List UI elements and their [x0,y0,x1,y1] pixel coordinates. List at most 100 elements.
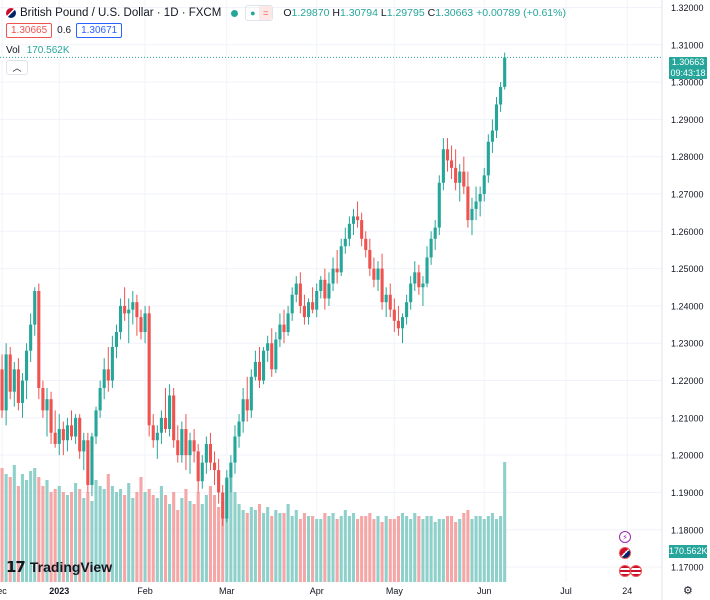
symbol-title[interactable]: British Pound / U.S. Dollar · 1D · FXCM [20,7,222,19]
candle-body [466,186,470,221]
candle-body [351,216,356,224]
uk-flag-icon [6,8,16,18]
candle-body [204,443,208,463]
candle-body [356,216,360,221]
time-tick-label: 24 [622,586,632,596]
candle-body [482,175,486,194]
sell-button[interactable]: 1.30665 [6,23,53,38]
volume-bar [192,504,196,582]
candle-body [343,238,347,247]
candle-body [225,477,229,519]
volume-tag: 170.562K [669,545,708,558]
price-axis[interactable]: 1.32000 1.31000 1.30000 1.29000 1.28000 1.270… [671,3,704,573]
volume-bar [0,468,4,582]
buy-button[interactable]: 1.30671 [76,23,123,38]
time-tick-label: 2023 [49,586,69,596]
volume-bar [458,519,462,582]
volume-bar [204,495,208,582]
candle-body [147,313,151,426]
candle-body [102,369,106,388]
time-tick-label: Jun [477,586,492,596]
volume-bar [217,507,221,582]
volume-bar [229,471,233,582]
lightning-icon[interactable]: ⚡ [619,531,631,543]
candle-body [315,291,319,310]
change-value: +0.00789 (+0.61%) [476,7,566,19]
volume-bar [306,516,311,582]
volume-bar [388,519,392,582]
bid-ask-row: 1.30665 0.6 1.30671 [6,23,123,38]
tradingview-logo[interactable]: 𝟭𝟳 TradingView [6,558,112,576]
volume-bar [437,519,441,582]
settings-gear-icon[interactable]: ⚙ [683,585,693,597]
price-tick-label: 1.27000 [671,190,704,200]
time-axis[interactable]: ec 2023 Feb Mar Apr May Jun Jul 24 [0,586,632,596]
grid-lines [0,0,663,600]
volume-bar [490,513,494,582]
candle-body [29,324,33,351]
candle-body [25,350,29,381]
volume-bar [127,483,131,582]
candle-body [53,432,57,444]
price-tick-label: 1.32000 [671,3,704,13]
volume-bar [270,516,274,582]
volume-bar [82,498,86,582]
candle-body [449,160,454,168]
volume-bar [114,492,119,582]
candle-body [429,238,433,258]
volume-bar [8,477,12,582]
candle-body [474,201,478,209]
volume-bar [180,498,184,582]
candle-body [339,246,343,273]
candle-body [237,421,241,437]
candle-body [425,257,429,284]
candle-body [278,324,282,340]
candle-body [413,272,417,284]
price-tick-label: 1.30000 [671,78,704,88]
volume-bar [319,519,323,582]
volume-bar [241,510,245,582]
volume-bar [49,492,53,582]
candle-body [65,425,69,441]
candle-body [159,417,163,433]
uk-flag-icon[interactable] [619,547,631,559]
candle-body [127,309,131,314]
equals-toggle[interactable]: = [259,6,273,20]
candle-body [384,294,388,303]
high-value: 1.30794 [339,7,378,19]
volume-bar [499,516,503,582]
collapse-legend-button[interactable]: ︿ [6,60,28,75]
volume-bar [159,486,163,582]
candle-body [12,369,16,392]
candle-body [270,343,274,370]
candle-body [445,149,450,161]
volume-bar [347,516,351,582]
candle-body [57,429,61,444]
volume-bar [41,486,45,582]
volume-bar [94,480,98,582]
candle-body [433,227,437,239]
price-tick-label: 1.19000 [671,488,704,498]
candle-body [360,220,364,239]
volume-bar [74,483,78,582]
candle-body [347,223,351,239]
volume-bar [421,519,425,582]
volume-bar [417,516,421,582]
volume-bar [405,516,409,582]
candle-body [405,302,409,318]
volume-bar [53,489,57,582]
candle-body [61,429,65,441]
candlesticks [0,52,507,527]
candle-body [0,369,4,411]
volume-bar [311,516,315,582]
volume-bar [486,516,490,582]
chart-mode-toggle[interactable]: ● = [245,5,274,21]
price-tick-label: 1.23000 [671,339,704,349]
candle-body [499,86,503,105]
us-flag-icon[interactable] [630,565,642,577]
candle-body [180,429,184,456]
price-tick-label: 1.18000 [671,525,704,535]
dot-toggle-icon[interactable]: ● [250,8,256,18]
volume-bar [339,516,343,582]
